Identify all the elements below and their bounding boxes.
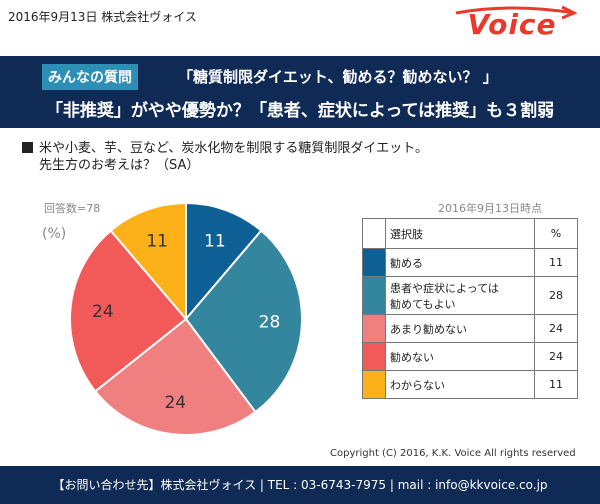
legend-header-choice: 選択肢 [385, 218, 535, 249]
logo-swoosh-icon [455, 5, 578, 20]
contact-info: 【お問い合わせ先】株式会社ヴォイス | TEL : 03-6743-7975 |… [52, 478, 548, 492]
banner-tag: みんなの質問 [42, 64, 138, 90]
legend-swatch [362, 314, 386, 343]
legend-row: 勧める 11 [362, 248, 578, 277]
legend-value: 11 [534, 370, 578, 399]
pie-slice [109, 201, 187, 322]
legend-label: 患者や症状によっては 勧めてもよい [385, 276, 535, 315]
legend-value: 11 [534, 248, 578, 277]
as-of-date: 2016年9月13日時点 [438, 202, 542, 215]
question-line-1: 米や小麦、芋、豆など、炭水化物を制限する糖質制限ダイエット。 [39, 141, 428, 156]
pie-slice-label: 11 [146, 232, 168, 252]
legend-swatch [362, 342, 386, 371]
legend-value: 24 [534, 314, 578, 343]
pie-slice [93, 317, 257, 436]
legend-swatch [362, 370, 386, 399]
unit-label: (%) [42, 226, 67, 242]
legend-label: 勧める [385, 248, 535, 277]
legend-header-pct: % [534, 218, 578, 249]
legend-label: 勧めない [385, 342, 535, 371]
legend-header-row: 選択肢 % [362, 218, 578, 249]
respondent-count: 回答数=78 [44, 202, 101, 215]
date-company: 2016年9月13日 株式会社ヴォイス [8, 10, 197, 24]
question-text: 米や小麦、芋、豆など、炭水化物を制限する糖質制限ダイエット。 先生方のお考えは？… [22, 140, 428, 174]
pie-slice [184, 229, 303, 414]
legend-value: 24 [534, 342, 578, 371]
question-line-2: 先生方のお考えは？（SA） [39, 158, 200, 173]
footer-bar [0, 466, 600, 504]
square-bullet-icon [22, 142, 33, 153]
legend-row: 患者や症状によっては 勧めてもよい 28 [362, 276, 578, 315]
pie-slice [185, 201, 263, 322]
pie-slice-label: 11 [204, 232, 226, 252]
legend-row: わからない 11 [362, 370, 578, 399]
pie-slice-label: 24 [164, 393, 186, 413]
pie-slice-label: 24 [92, 302, 114, 322]
banner-title: 「糖質制限ダイエット、勧める？勧めない？ 」 [178, 68, 498, 86]
legend-table: 選択肢 % 勧める 11 患者や症状によっては 勧めてもよい 28 あまり勧めない 24 勧め… [362, 218, 578, 399]
legend-row: あまり勧めない 24 [362, 314, 578, 343]
legend-swatch [362, 248, 386, 277]
company-logo: Voice [452, 4, 582, 50]
legend-swatch [362, 276, 386, 315]
banner-subtitle: 「非推奨」がやや優勢か？「患者、症状によっては推奨」も３割弱 [45, 101, 555, 121]
copyright-text: Copyright (C) 2016, K.K. Voice All right… [330, 448, 576, 459]
legend-label: あまり勧めない [385, 314, 535, 343]
legend-label: わからない [385, 370, 535, 399]
legend-header-blank [362, 218, 386, 249]
legend-value: 28 [534, 276, 578, 315]
pie-slice [69, 229, 188, 393]
pie-slice-label: 28 [259, 313, 281, 333]
legend-row: 勧めない 24 [362, 342, 578, 371]
pie-chart: 11 28 24 24 11 [69, 201, 303, 436]
logo-text: Voice [467, 8, 557, 41]
